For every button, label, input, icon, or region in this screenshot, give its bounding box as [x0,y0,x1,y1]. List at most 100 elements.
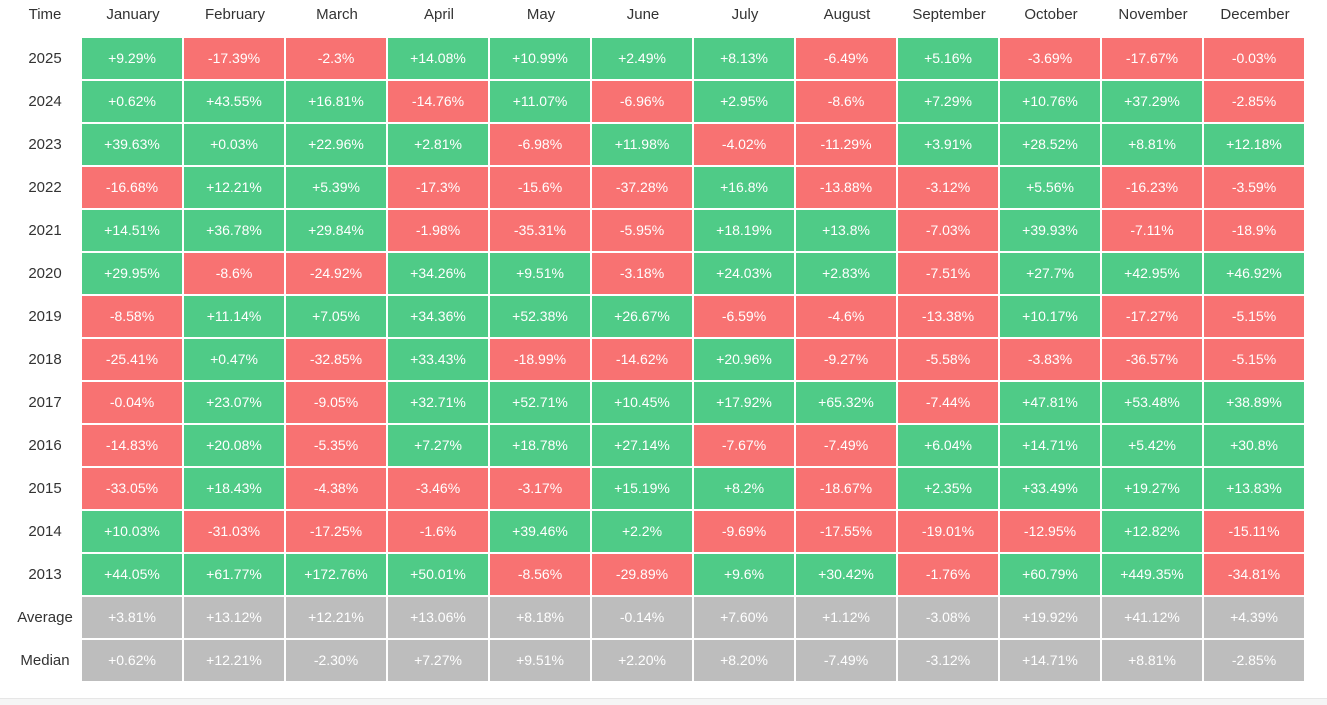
return-cell: +16.8% [694,167,794,208]
return-cell: +11.07% [490,81,590,122]
month-header: June [626,6,660,23]
return-cell: +8.2% [694,468,794,509]
return-cell: +30.42% [796,554,896,595]
return-cell: -31.03% [184,511,284,552]
return-cell: -8.56% [490,554,590,595]
return-cell: -0.04% [82,382,182,423]
month-header: July [731,6,759,23]
return-cell: -14.62% [592,339,692,380]
return-cell: -5.95% [592,210,692,251]
return-cell: -12.95% [1000,511,1100,552]
return-cell: -4.38% [286,468,386,509]
summary-cell: +7.60% [694,597,794,638]
return-cell: -7.11% [1102,210,1202,251]
summary-cell: +14.71% [1000,640,1100,681]
summary-label: Average [17,609,73,626]
return-cell: +2.95% [694,81,794,122]
summary-label: Median [20,652,70,669]
summary-cell: -3.08% [898,597,998,638]
return-cell: -8.58% [82,296,182,337]
return-cell: +10.17% [1000,296,1100,337]
return-cell: +28.52% [1000,124,1100,165]
return-cell: -16.23% [1102,167,1202,208]
return-cell: -8.6% [796,81,896,122]
return-cell: +42.95% [1102,253,1202,294]
return-cell: -18.99% [490,339,590,380]
return-cell: -15.6% [490,167,590,208]
return-cell: +7.29% [898,81,998,122]
return-cell: +0.62% [82,81,182,122]
return-cell: -3.18% [592,253,692,294]
return-cell: +12.82% [1102,511,1202,552]
return-cell: -2.3% [286,38,386,79]
month-header: April [423,6,454,23]
return-cell: -16.68% [82,167,182,208]
return-cell: -6.49% [796,38,896,79]
return-cell: -3.83% [1000,339,1100,380]
return-cell: -7.44% [898,382,998,423]
year-label: 2013 [28,566,62,583]
month-header: October [1024,6,1078,23]
summary-cell: +8.18% [490,597,590,638]
return-cell: +44.05% [82,554,182,595]
return-cell: -17.25% [286,511,386,552]
return-cell: -34.81% [1204,554,1304,595]
year-label: 2021 [28,222,62,239]
year-label: 2019 [28,308,62,325]
return-cell: -7.49% [796,425,896,466]
summary-cell: +7.27% [388,640,488,681]
year-label: 2014 [28,523,62,540]
summary-cell: +19.92% [1000,597,1100,638]
return-cell: -5.35% [286,425,386,466]
summary-cell: -7.49% [796,640,896,681]
summary-cell: -2.85% [1204,640,1304,681]
return-cell: +449.35% [1102,554,1202,595]
return-cell: -3.46% [388,468,488,509]
summary-cell: +8.81% [1102,640,1202,681]
return-cell: +12.18% [1204,124,1304,165]
return-cell: +18.78% [490,425,590,466]
time-header: Time [28,6,62,23]
month-header: December [1220,6,1290,23]
return-cell: +0.47% [184,339,284,380]
summary-cell: +1.12% [796,597,896,638]
return-cell: -17.39% [184,38,284,79]
return-cell: -5.15% [1204,339,1304,380]
return-cell: +10.45% [592,382,692,423]
return-cell: -13.38% [898,296,998,337]
return-cell: +65.32% [796,382,896,423]
return-cell: +9.6% [694,554,794,595]
return-cell: -18.67% [796,468,896,509]
summary-cell: +12.21% [184,640,284,681]
return-cell: -6.59% [694,296,794,337]
year-label: 2015 [28,480,62,497]
return-cell: +34.26% [388,253,488,294]
return-cell: +10.03% [82,511,182,552]
return-cell: -5.15% [1204,296,1304,337]
return-cell: +0.03% [184,124,284,165]
return-cell: +7.05% [286,296,386,337]
return-cell: +16.81% [286,81,386,122]
return-cell: +11.98% [592,124,692,165]
return-cell: -7.67% [694,425,794,466]
return-cell: +52.71% [490,382,590,423]
summary-cell: +13.06% [388,597,488,638]
return-cell: -6.96% [592,81,692,122]
return-cell: +14.71% [1000,425,1100,466]
return-cell: -5.58% [898,339,998,380]
return-cell: +2.49% [592,38,692,79]
return-cell: +13.83% [1204,468,1304,509]
return-cell: +2.2% [592,511,692,552]
month-header: August [823,6,871,23]
return-cell: +60.79% [1000,554,1100,595]
return-cell: +27.14% [592,425,692,466]
summary-cell: +0.62% [82,640,182,681]
return-cell: +27.7% [1000,253,1100,294]
return-cell: -1.76% [898,554,998,595]
return-cell: +5.16% [898,38,998,79]
year-label: 2017 [28,394,62,411]
return-cell: +18.19% [694,210,794,251]
return-cell: -7.51% [898,253,998,294]
return-cell: -9.69% [694,511,794,552]
return-cell: -29.89% [592,554,692,595]
